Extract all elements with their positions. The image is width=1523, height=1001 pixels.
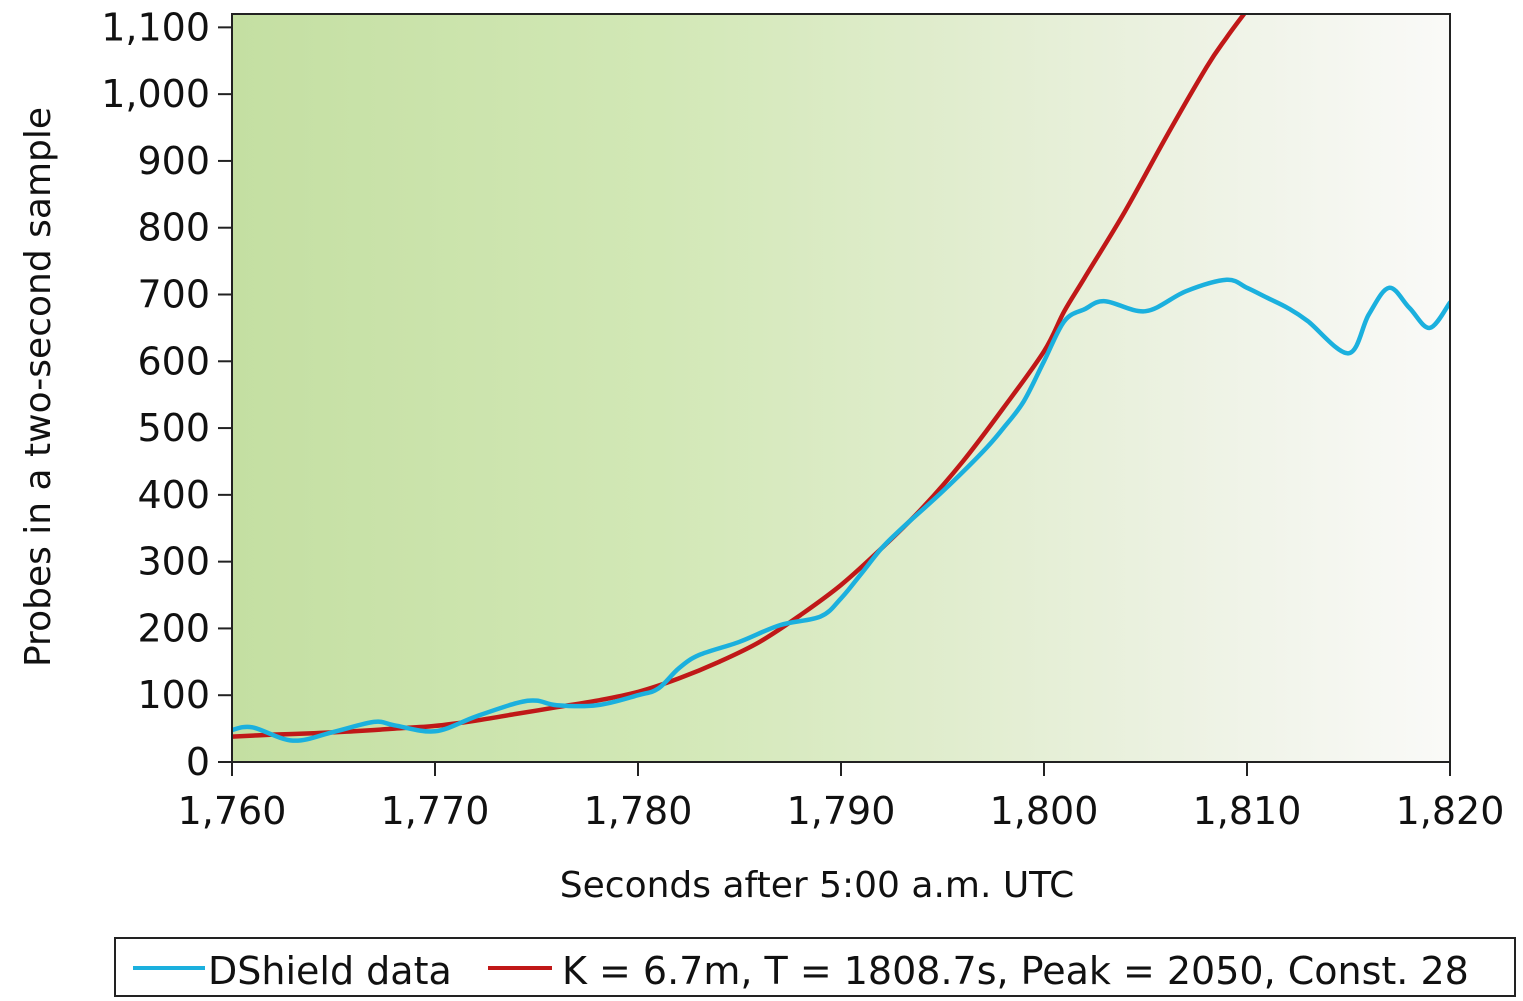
x-tick-label: 1,810	[1193, 789, 1302, 833]
legend-label-model: K = 6.7m, T = 1808.7s, Peak = 2050, Cons…	[562, 949, 1469, 993]
x-axis: 1,760 1,770 1,780 1,790 1,800 1,810 1,820	[178, 762, 1505, 833]
legend-label-dshield: DShield data	[208, 949, 452, 993]
y-axis-label: Probes in a two-second sample	[18, 107, 59, 667]
y-tick-label: 900	[137, 139, 210, 183]
y-tick-label: 100	[137, 673, 210, 717]
y-tick-label: 1,100	[101, 5, 210, 49]
x-tick-label: 1,760	[178, 789, 287, 833]
y-tick-label: 800	[137, 206, 210, 250]
y-tick-label: 0	[186, 740, 210, 784]
y-tick-label: 400	[137, 473, 210, 517]
x-axis-label: Seconds after 5:00 a.m. UTC	[560, 865, 1074, 906]
series-layer	[232, 14, 1450, 743]
legend: DShield data K = 6.7m, T = 1808.7s, Peak…	[114, 937, 1516, 997]
legend-box	[114, 937, 1516, 997]
y-axis: 0 100 200 300 400 500 600 700 800 900 1,000 1,100	[101, 5, 232, 784]
y-tick-label: 300	[137, 540, 210, 584]
x-tick-label: 1,820	[1396, 789, 1505, 833]
y-tick-label: 600	[137, 339, 210, 383]
y-tick-label: 700	[137, 273, 210, 317]
y-tick-label: 500	[137, 406, 210, 450]
y-tick-label: 200	[137, 606, 210, 650]
x-tick-label: 1,800	[990, 789, 1099, 833]
model-fit-line	[232, 14, 1247, 739]
plot-background	[232, 14, 1450, 762]
dshield-data-line	[232, 277, 1450, 743]
x-tick-label: 1,770	[381, 789, 490, 833]
y-tick-label: 1,000	[101, 72, 210, 116]
x-tick-label: 1,790	[787, 789, 896, 833]
x-tick-label: 1,780	[584, 789, 693, 833]
